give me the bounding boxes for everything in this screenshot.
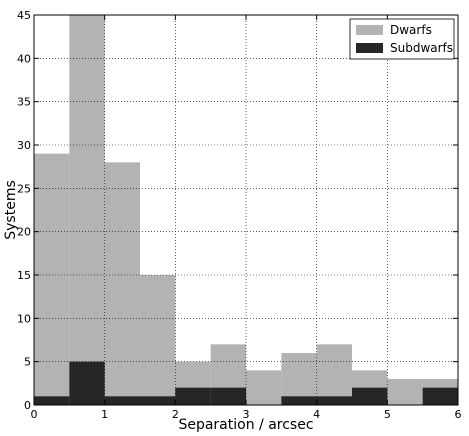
x-tick-label-1: 1 bbox=[101, 408, 108, 421]
y-tick-label-4: 20 bbox=[17, 226, 31, 239]
legend-swatch-subdwarfs bbox=[356, 43, 383, 53]
y-tick-label-3: 15 bbox=[17, 269, 31, 282]
x-tick-label-6: 6 bbox=[455, 408, 462, 421]
legend-swatch-dwarfs bbox=[356, 25, 383, 35]
y-tick-label-7: 35 bbox=[17, 96, 31, 109]
y-tick-label-5: 25 bbox=[17, 182, 31, 195]
bar-subdwarfs-2 bbox=[104, 396, 140, 405]
bar-dwarfs-2 bbox=[104, 162, 140, 405]
bar-subdwarfs-3 bbox=[140, 396, 176, 405]
x-tick-label-5: 5 bbox=[384, 408, 391, 421]
bar-subdwarfs-0 bbox=[34, 396, 70, 405]
bar-dwarfs-6 bbox=[246, 370, 282, 405]
bar-dwarfs-1 bbox=[69, 15, 105, 405]
bar-dwarfs-10 bbox=[387, 379, 423, 405]
bar-subdwarfs-4 bbox=[175, 387, 211, 405]
x-tick-label-4: 4 bbox=[313, 408, 320, 421]
x-tick-label-3: 3 bbox=[243, 408, 250, 421]
bar-subdwarfs-1 bbox=[69, 361, 105, 405]
y-tick-label-2: 10 bbox=[17, 312, 31, 325]
y-tick-label-0: 0 bbox=[24, 399, 31, 412]
y-tick-label-1: 5 bbox=[24, 356, 31, 369]
bar-subdwarfs-7 bbox=[281, 396, 317, 405]
y-axis-label: Systems bbox=[3, 180, 19, 240]
bar-dwarfs-8 bbox=[316, 344, 352, 405]
legend: Dwarfs Subdwarfs bbox=[349, 18, 455, 60]
x-axis-label: Separation / arcsec bbox=[178, 417, 313, 433]
x-tick-label-0: 0 bbox=[31, 408, 38, 421]
y-tick-label-6: 30 bbox=[17, 139, 31, 152]
bar-dwarfs-3 bbox=[140, 275, 176, 405]
bar-dwarfs-0 bbox=[34, 153, 70, 405]
legend-label-dwarfs: Dwarfs bbox=[390, 23, 432, 37]
y-tick-label-9: 45 bbox=[17, 9, 31, 22]
bar-subdwarfs-9 bbox=[352, 387, 388, 405]
bars-layer bbox=[34, 15, 458, 405]
x-tick-label-2: 2 bbox=[172, 408, 179, 421]
y-tick-label-8: 40 bbox=[17, 52, 31, 65]
bar-subdwarfs-8 bbox=[316, 396, 352, 405]
bar-subdwarfs-5 bbox=[210, 387, 246, 405]
bar-subdwarfs-11 bbox=[422, 387, 458, 405]
legend-label-subdwarfs: Subdwarfs bbox=[390, 41, 453, 55]
